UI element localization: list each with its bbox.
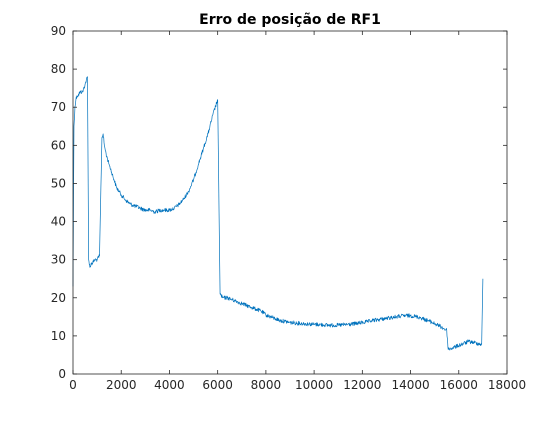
y-tick-label: 10 bbox=[51, 329, 66, 343]
x-tick-label: 14000 bbox=[391, 378, 429, 392]
x-tick-label: 16000 bbox=[440, 378, 478, 392]
y-tick-label: 70 bbox=[51, 100, 66, 114]
y-tick-label: 60 bbox=[51, 138, 66, 152]
y-tick-label: 0 bbox=[58, 367, 66, 381]
x-tick-label: 0 bbox=[69, 378, 77, 392]
y-tick-label: 30 bbox=[51, 253, 66, 267]
x-tick-label: 10000 bbox=[295, 378, 333, 392]
x-tick-label: 18000 bbox=[488, 378, 526, 392]
chart-title: Erro de posição de RF1 bbox=[199, 12, 381, 28]
y-tick-label: 80 bbox=[51, 62, 66, 76]
x-tick-label: 6000 bbox=[202, 378, 233, 392]
x-tick-label: 4000 bbox=[154, 378, 185, 392]
x-tick-label: 12000 bbox=[343, 378, 381, 392]
x-tick-label: 2000 bbox=[106, 378, 137, 392]
x-tick-label: 8000 bbox=[251, 378, 282, 392]
y-tick-label: 90 bbox=[51, 24, 66, 38]
y-tick-label: 50 bbox=[51, 176, 66, 190]
y-tick-label: 40 bbox=[51, 215, 66, 229]
y-tick-label: 20 bbox=[51, 291, 66, 305]
